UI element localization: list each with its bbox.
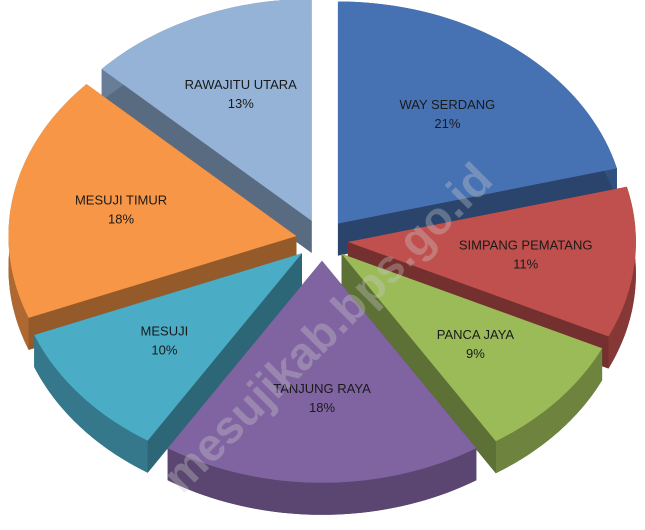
slice-side bbox=[101, 68, 312, 253]
slice-side bbox=[608, 186, 636, 369]
slice-value-label: 13% bbox=[228, 96, 254, 111]
slice-value-label: 10% bbox=[151, 342, 177, 357]
slice-side bbox=[495, 348, 603, 474]
slice: WAY SERDANG 21% bbox=[337, 1, 617, 256]
slice: MESUJI TIMUR 18% bbox=[8, 84, 297, 350]
slice-value-label: 18% bbox=[108, 212, 134, 227]
slice-value-label: 11% bbox=[513, 256, 538, 271]
slice-side bbox=[147, 253, 302, 473]
slice-value-label: 9% bbox=[466, 346, 485, 361]
slice bbox=[101, 0, 312, 221]
slice: MESUJI 10% bbox=[34, 253, 302, 473]
slice-side bbox=[341, 253, 496, 474]
slice bbox=[34, 253, 302, 441]
slice bbox=[8, 84, 297, 318]
slice-value-label: 18% bbox=[309, 400, 335, 415]
slice: TANJUNG RAYA 18% bbox=[167, 260, 477, 515]
slice-label: TANJUNG RAYA bbox=[273, 381, 371, 396]
slice: PANCA JAYA 9% bbox=[341, 253, 603, 474]
slice bbox=[337, 1, 617, 224]
slice bbox=[167, 260, 477, 483]
pie: RAWAJITU UTARA 13% WAY SERDANG 21% MESUJI TI… bbox=[8, 0, 636, 515]
slice: RAWAJITU UTARA 13% bbox=[101, 0, 312, 253]
slice bbox=[347, 186, 636, 337]
slice-value-label: 21% bbox=[434, 116, 460, 131]
slice-label: MESUJI TIMUR bbox=[75, 193, 167, 208]
slice-label: SIMPANG PEMATANG bbox=[459, 237, 593, 252]
slice-side bbox=[34, 334, 148, 473]
slice-label: WAY SERDANG bbox=[399, 97, 495, 112]
slice-label: MESUJI bbox=[141, 323, 189, 338]
slice-label: RAWAJITU UTARA bbox=[185, 77, 298, 92]
slice bbox=[341, 253, 603, 442]
slice-side bbox=[167, 448, 477, 515]
slice-label: PANCA JAYA bbox=[437, 327, 515, 342]
